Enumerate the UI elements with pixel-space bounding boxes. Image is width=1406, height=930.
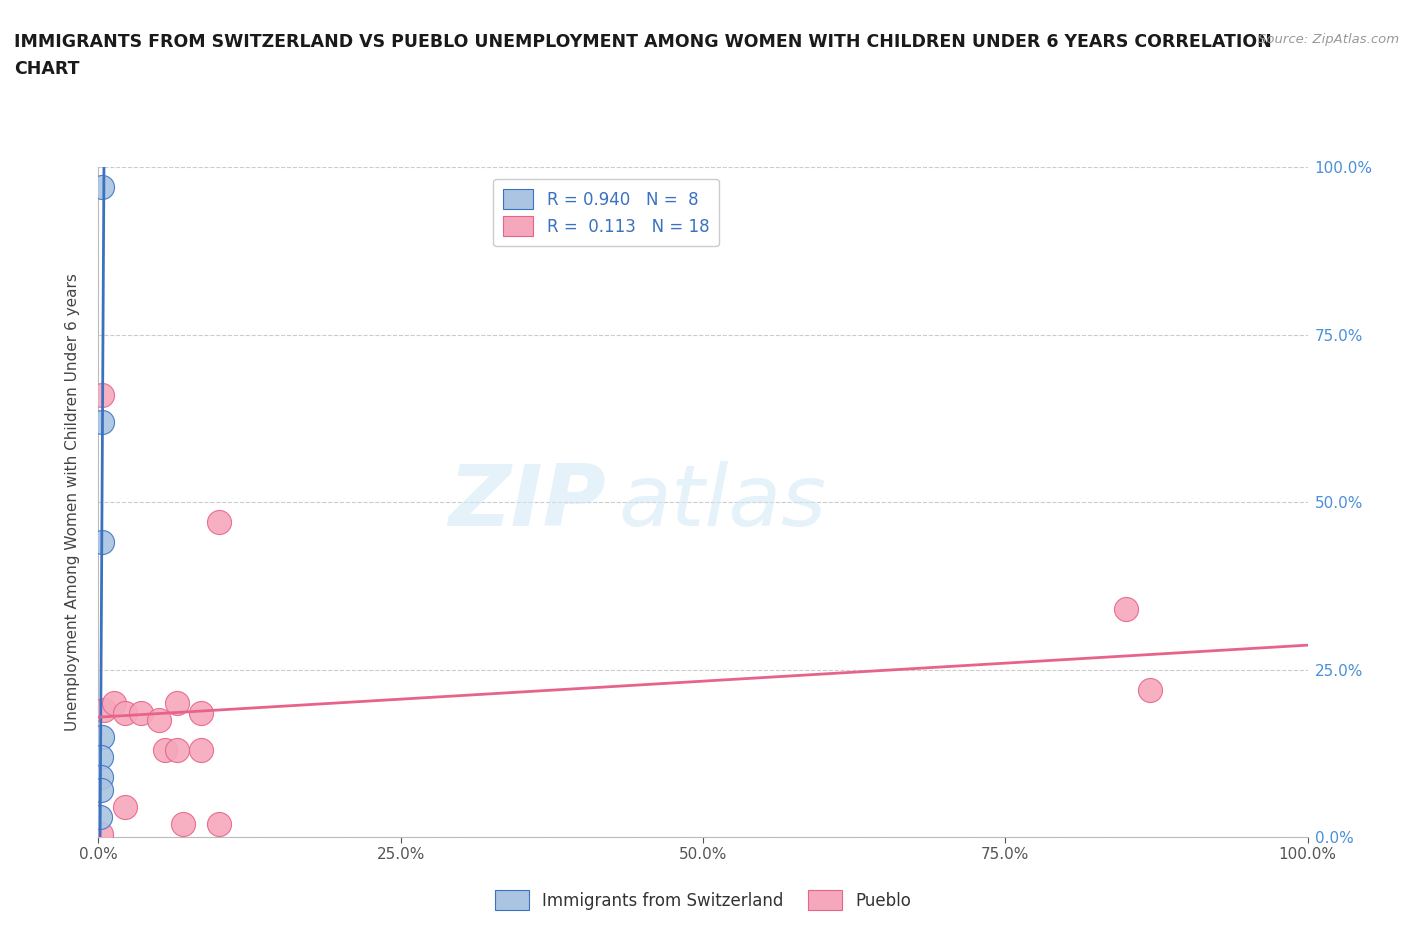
Text: IMMIGRANTS FROM SWITZERLAND VS PUEBLO UNEMPLOYMENT AMONG WOMEN WITH CHILDREN UND: IMMIGRANTS FROM SWITZERLAND VS PUEBLO UN… (14, 33, 1272, 50)
Point (90, 783, 112, 798)
Text: Source: ZipAtlas.com: Source: ZipAtlas.com (1258, 33, 1399, 46)
Point (190, 706, 212, 721)
Point (208, 817, 231, 831)
Point (166, 696, 188, 711)
Point (89, 809, 111, 824)
Point (91, 729, 114, 744)
Point (172, 817, 194, 831)
Point (91, 535, 114, 550)
Point (1139, 683, 1161, 698)
Legend: R = 0.940   N =  8, R =  0.113   N = 18: R = 0.940 N = 8, R = 0.113 N = 18 (494, 179, 720, 246)
Point (190, 742, 212, 757)
Point (208, 515, 231, 530)
Point (90, 826, 112, 841)
Legend: Immigrants from Switzerland, Pueblo: Immigrants from Switzerland, Pueblo (488, 884, 918, 917)
Point (166, 742, 188, 757)
Point (103, 696, 125, 711)
Point (1115, 602, 1137, 617)
Text: ZIP: ZIP (449, 460, 606, 544)
Point (93, 702, 115, 717)
Point (90, 769, 112, 784)
Point (91, 180, 114, 195)
Text: atlas: atlas (619, 460, 827, 544)
Point (91, 415, 114, 430)
Point (114, 800, 136, 815)
Point (129, 706, 152, 721)
Point (148, 712, 170, 727)
Point (91, 388, 114, 403)
Point (90, 750, 112, 764)
Text: CHART: CHART (14, 60, 80, 78)
Y-axis label: Unemployment Among Women with Children Under 6 years: Unemployment Among Women with Children U… (65, 273, 80, 731)
Point (114, 706, 136, 721)
Point (153, 742, 176, 757)
